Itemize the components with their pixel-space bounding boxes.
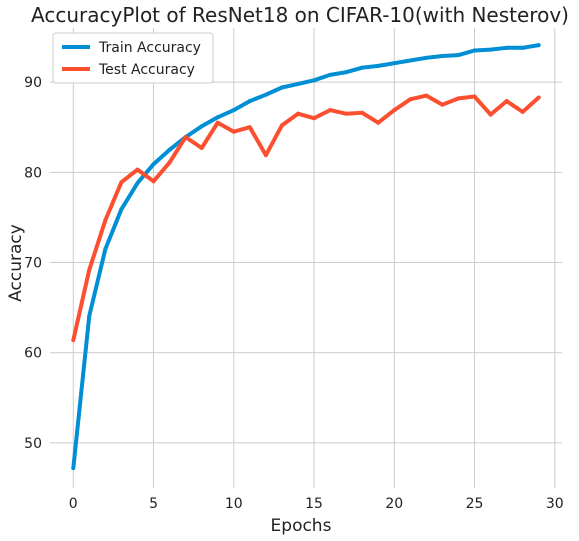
data-point-train	[376, 63, 381, 68]
data-point-train	[360, 65, 365, 70]
data-point-test	[376, 120, 381, 125]
data-point-test	[151, 179, 156, 184]
data-point-test	[183, 135, 188, 140]
data-point-train	[263, 92, 268, 97]
data-point-train	[536, 43, 541, 48]
chart-title: AccuracyPlot of ResNet18 on CIFAR-10(wit…	[31, 3, 569, 27]
x-tick-label: 15	[305, 496, 323, 512]
data-point-test	[312, 116, 317, 121]
data-point-test	[295, 111, 300, 116]
data-point-train	[71, 466, 76, 471]
plot-area	[50, 28, 562, 488]
data-point-train	[167, 147, 172, 152]
data-point-test	[440, 102, 445, 107]
data-point-test	[263, 153, 268, 158]
data-point-test	[520, 109, 525, 114]
data-point-test	[279, 123, 284, 128]
data-point-test	[488, 112, 493, 117]
data-point-train	[328, 72, 333, 77]
data-point-test	[504, 99, 509, 104]
y-tick-label: 60	[24, 346, 42, 362]
data-point-test	[472, 94, 477, 99]
data-point-train	[87, 313, 92, 318]
x-tick-label: 20	[385, 496, 403, 512]
x-tick-label: 10	[225, 496, 243, 512]
grid-lines	[50, 28, 562, 488]
data-point-test	[135, 167, 140, 172]
data-point-test	[71, 338, 76, 343]
data-point-train	[488, 47, 493, 52]
x-axis-label: Epochs	[271, 516, 332, 536]
data-point-test	[536, 95, 541, 100]
data-point-test	[103, 218, 108, 223]
x-tick-labels: 0 5 10 15 20 25 30	[69, 496, 564, 512]
data-point-train	[408, 58, 413, 63]
data-point-train	[135, 181, 140, 186]
data-point-test	[87, 267, 92, 272]
y-tick-label: 80	[24, 165, 42, 181]
series-line-train	[71, 43, 540, 469]
series-line-test	[71, 93, 541, 341]
data-point-train	[119, 207, 124, 212]
data-point-test	[344, 111, 349, 116]
data-point-test	[119, 180, 124, 185]
data-point-train	[392, 61, 397, 66]
data-point-test	[408, 97, 413, 102]
data-point-train	[103, 246, 108, 251]
data-point-train	[424, 55, 429, 60]
data-point-train	[344, 70, 349, 75]
x-tick-label: 30	[546, 496, 564, 512]
y-axis-label: Accuracy	[6, 224, 26, 302]
y-tick-label: 50	[24, 436, 42, 452]
data-point-test	[328, 108, 333, 113]
data-point-train	[312, 78, 317, 83]
x-tick-label: 25	[466, 496, 484, 512]
data-point-train	[151, 162, 156, 167]
data-point-test	[424, 93, 429, 98]
data-point-test	[199, 145, 204, 150]
data-point-train	[472, 48, 477, 53]
data-point-test	[392, 108, 397, 113]
data-point-train	[279, 85, 284, 90]
series-lines	[71, 43, 541, 471]
data-point-test	[360, 110, 365, 115]
y-tick-label: 90	[24, 75, 42, 91]
data-point-train	[231, 108, 236, 113]
data-point-train	[456, 53, 461, 58]
legend: Train Accuracy Test Accuracy	[52, 32, 214, 84]
data-point-train	[215, 115, 220, 120]
x-tick-label: 5	[149, 496, 158, 512]
y-tick-labels: 50 60 70 80 90	[24, 75, 42, 452]
data-point-train	[504, 45, 509, 50]
data-point-train	[440, 53, 445, 58]
data-point-train	[295, 81, 300, 86]
data-point-train	[199, 124, 204, 129]
legend-label-test: Test Accuracy	[98, 62, 195, 78]
data-point-test	[456, 96, 461, 101]
data-point-test	[215, 120, 220, 125]
data-point-test	[231, 129, 236, 134]
y-tick-label: 70	[24, 256, 42, 272]
data-point-test	[247, 125, 252, 130]
data-point-test	[167, 160, 172, 165]
data-point-train	[520, 45, 525, 50]
legend-label-train: Train Accuracy	[98, 40, 201, 56]
data-point-train	[247, 99, 252, 104]
legend-box	[52, 32, 214, 84]
x-tick-label: 0	[69, 496, 78, 512]
